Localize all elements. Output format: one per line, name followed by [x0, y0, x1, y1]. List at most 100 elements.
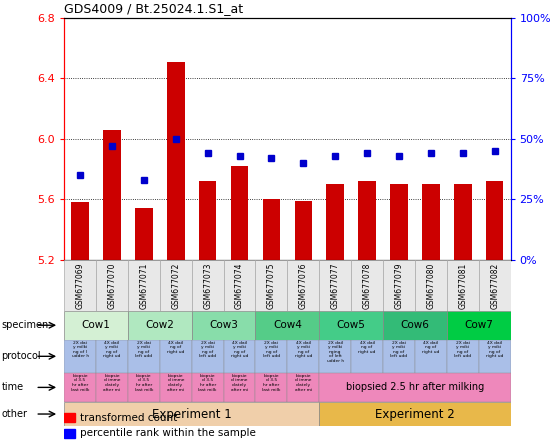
Text: 2X dai
y miki
ng of
left udd: 2X dai y miki ng of left udd [199, 341, 216, 358]
Text: 2X dail
y milki
nging
of left
udder h: 2X dail y milki nging of left udder h [326, 341, 344, 363]
Text: time: time [1, 382, 23, 392]
Text: 2X dai
y miki
ng of
left udd: 2X dai y miki ng of left udd [454, 341, 472, 358]
Text: GSM677072: GSM677072 [171, 262, 180, 309]
Text: 4X dail
y miki
ng of
right ud: 4X dail y miki ng of right ud [231, 341, 248, 358]
Text: GSM677075: GSM677075 [267, 262, 276, 309]
Bar [486, 181, 503, 260]
Text: 2X dai
y miki
ng of
left udd: 2X dai y miki ng of left udd [136, 341, 152, 358]
Bar [319, 311, 383, 340]
Bar [287, 340, 319, 373]
Bar [64, 340, 96, 373]
Text: GSM677080: GSM677080 [426, 262, 435, 309]
Bar [135, 208, 153, 260]
Text: GDS4009 / Bt.25024.1.S1_at: GDS4009 / Bt.25024.1.S1_at [64, 2, 243, 15]
Bar [326, 184, 344, 260]
Text: Cow7: Cow7 [464, 320, 493, 330]
Bar [415, 260, 447, 311]
Bar [351, 340, 383, 373]
Text: GSM677076: GSM677076 [299, 262, 308, 309]
Text: 4X dail
y miki
ng of
right ud: 4X dail y miki ng of right ud [295, 341, 312, 358]
Text: Experiment 1: Experiment 1 [152, 408, 232, 420]
Bar [160, 260, 192, 311]
Bar [192, 311, 256, 340]
Text: biopsie
d 3.5
hr after
last milk: biopsie d 3.5 hr after last milk [71, 374, 89, 392]
Bar [256, 340, 287, 373]
Bar [383, 340, 415, 373]
Text: GSM677074: GSM677074 [235, 262, 244, 309]
Bar [319, 340, 351, 373]
Bar [287, 373, 319, 402]
Bar [256, 260, 287, 311]
Text: other: other [1, 409, 27, 419]
Text: 4X dail
y miki
ng of
right ud: 4X dail y miki ng of right ud [486, 341, 503, 358]
Text: GSM677073: GSM677073 [203, 262, 212, 309]
Bar [454, 184, 472, 260]
Text: 4X dail
ng of
right ud: 4X dail ng of right ud [358, 341, 376, 354]
Bar [71, 202, 89, 260]
Text: transformed count: transformed count [79, 413, 177, 423]
Bar [263, 199, 280, 260]
Text: GSM677078: GSM677078 [363, 262, 372, 309]
Bar [160, 340, 192, 373]
Bar [351, 260, 383, 311]
Text: biopsie
d 3.5
hr after
last milk: biopsie d 3.5 hr after last milk [134, 374, 153, 392]
Text: GSM677071: GSM677071 [140, 262, 148, 309]
Bar [64, 402, 319, 426]
Bar [319, 402, 511, 426]
Bar [192, 373, 224, 402]
Bar [96, 373, 128, 402]
Text: GSM677082: GSM677082 [490, 262, 499, 309]
Bar [128, 260, 160, 311]
Text: GSM677070: GSM677070 [108, 262, 117, 309]
Bar [287, 260, 319, 311]
Bar [192, 260, 224, 311]
Text: 4X dail
ng of
right ud: 4X dail ng of right ud [167, 341, 185, 354]
Bar [224, 260, 256, 311]
Text: biopsie
d imme
diately
after mi: biopsie d imme diately after mi [103, 374, 121, 392]
Text: 4X dail
y miki
ng of
right ud: 4X dail y miki ng of right ud [103, 341, 121, 358]
Text: biopsie
d 3.5
hr after
last milk: biopsie d 3.5 hr after last milk [262, 374, 281, 392]
Bar [128, 373, 160, 402]
Bar [319, 373, 511, 402]
Text: 4X dail
ng of
right ud: 4X dail ng of right ud [422, 341, 440, 354]
Text: GSM677079: GSM677079 [395, 262, 403, 309]
Bar [383, 311, 447, 340]
Bar [160, 373, 192, 402]
Bar [383, 260, 415, 311]
Text: GSM677077: GSM677077 [331, 262, 340, 309]
Bar [295, 201, 312, 260]
Bar [192, 340, 224, 373]
Text: Cow3: Cow3 [209, 320, 238, 330]
Bar [96, 340, 128, 373]
Bar [64, 373, 96, 402]
Bar [422, 184, 440, 260]
Text: protocol: protocol [1, 351, 41, 361]
Text: GSM677069: GSM677069 [76, 262, 85, 309]
Bar [96, 260, 128, 311]
Text: biopsie
d imme
diately
after mi: biopsie d imme diately after mi [231, 374, 248, 392]
Text: 2X dai
y miki
ng of
left udd: 2X dai y miki ng of left udd [391, 341, 407, 358]
Text: biopsied 2.5 hr after milking: biopsied 2.5 hr after milking [346, 382, 484, 392]
Text: Experiment 2: Experiment 2 [375, 408, 455, 420]
Text: biopsie
d imme
diately
after mi: biopsie d imme diately after mi [167, 374, 184, 392]
Bar [256, 373, 287, 402]
Text: 2X dai
y miki
ng of
left udd: 2X dai y miki ng of left udd [263, 341, 280, 358]
Bar [64, 413, 75, 423]
Text: 2X dai
y milki
ng of l
udder h: 2X dai y milki ng of l udder h [71, 341, 89, 358]
Bar [479, 340, 511, 373]
Bar [479, 260, 511, 311]
Text: Cow4: Cow4 [273, 320, 302, 330]
Bar [256, 311, 319, 340]
Bar [415, 340, 447, 373]
Text: biopsie
d imme
diately
after mi: biopsie d imme diately after mi [295, 374, 312, 392]
Text: Cow6: Cow6 [401, 320, 429, 330]
Text: biopsie
d 3.5
hr after
last milk: biopsie d 3.5 hr after last milk [199, 374, 217, 392]
Bar [128, 311, 192, 340]
Bar [64, 260, 96, 311]
Bar [224, 340, 256, 373]
Bar [64, 311, 128, 340]
Bar [231, 166, 248, 260]
Text: specimen: specimen [1, 320, 49, 330]
Bar [64, 429, 75, 438]
Bar [447, 340, 479, 373]
